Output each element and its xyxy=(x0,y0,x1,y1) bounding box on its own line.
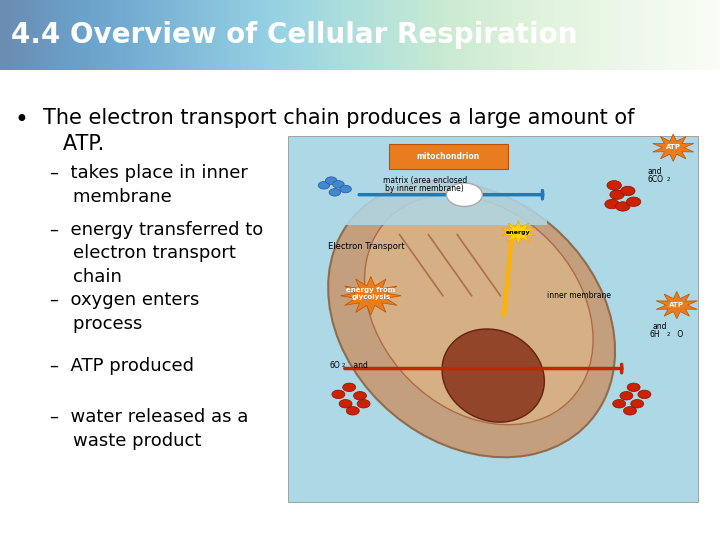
Text: energy: energy xyxy=(506,230,531,235)
Text: 4.4 Overview of Cellular Respiration: 4.4 Overview of Cellular Respiration xyxy=(11,21,577,49)
Circle shape xyxy=(626,197,641,206)
Circle shape xyxy=(624,407,636,415)
Circle shape xyxy=(616,202,630,211)
Polygon shape xyxy=(501,221,536,244)
Text: and: and xyxy=(351,361,368,370)
Polygon shape xyxy=(656,292,698,319)
Circle shape xyxy=(333,180,344,188)
Text: matrix (area enclosed: matrix (area enclosed xyxy=(382,176,467,185)
Circle shape xyxy=(318,181,330,189)
Circle shape xyxy=(325,177,337,184)
Circle shape xyxy=(613,400,626,408)
Text: O: O xyxy=(675,330,683,339)
Circle shape xyxy=(340,185,351,193)
FancyBboxPatch shape xyxy=(288,136,698,502)
Circle shape xyxy=(446,183,482,206)
Text: and: and xyxy=(648,166,662,176)
Ellipse shape xyxy=(364,195,593,424)
Circle shape xyxy=(638,390,651,399)
Circle shape xyxy=(329,188,341,196)
Text: –  energy transferred to
    electron transport
    chain: – energy transferred to electron transpo… xyxy=(50,220,264,286)
Text: Electron Transport: Electron Transport xyxy=(328,242,404,251)
Circle shape xyxy=(343,383,356,391)
Text: inner membrane: inner membrane xyxy=(547,291,611,300)
Text: –  ATP produced: – ATP produced xyxy=(50,357,194,375)
Circle shape xyxy=(607,180,621,190)
Circle shape xyxy=(610,190,624,199)
Circle shape xyxy=(621,186,635,195)
Text: 2: 2 xyxy=(667,177,670,182)
Circle shape xyxy=(339,400,352,408)
Text: –  oxygen enters
    process: – oxygen enters process xyxy=(50,291,199,333)
Text: •: • xyxy=(14,108,28,132)
FancyBboxPatch shape xyxy=(302,145,547,225)
Text: and: and xyxy=(653,321,667,330)
Text: 6H: 6H xyxy=(650,330,660,339)
Text: by inner membrane): by inner membrane) xyxy=(385,184,464,193)
Text: energy from
glycolysis: energy from glycolysis xyxy=(346,287,395,300)
Circle shape xyxy=(357,400,370,408)
Circle shape xyxy=(631,400,644,408)
Text: ATP: ATP xyxy=(670,302,684,308)
Text: ATP: ATP xyxy=(666,144,680,150)
Text: mitochondrion: mitochondrion xyxy=(416,152,480,161)
Circle shape xyxy=(627,383,640,391)
Text: 2: 2 xyxy=(667,332,670,337)
Text: The electron transport chain produces a large amount of
   ATP.: The electron transport chain produces a … xyxy=(43,108,635,154)
Circle shape xyxy=(620,392,633,400)
Circle shape xyxy=(605,199,619,209)
Circle shape xyxy=(346,407,359,415)
Text: –  takes place in inner
    membrane: – takes place in inner membrane xyxy=(50,164,248,206)
Ellipse shape xyxy=(328,181,615,457)
Text: –  water released as a
    waste product: – water released as a waste product xyxy=(50,408,249,450)
Text: 6CO: 6CO xyxy=(647,175,663,184)
Polygon shape xyxy=(652,134,694,161)
Ellipse shape xyxy=(442,329,544,422)
Circle shape xyxy=(354,392,366,400)
FancyBboxPatch shape xyxy=(389,144,508,169)
Text: 6O: 6O xyxy=(330,361,340,370)
Text: 2: 2 xyxy=(342,363,345,368)
Circle shape xyxy=(332,390,345,399)
Polygon shape xyxy=(341,276,401,315)
